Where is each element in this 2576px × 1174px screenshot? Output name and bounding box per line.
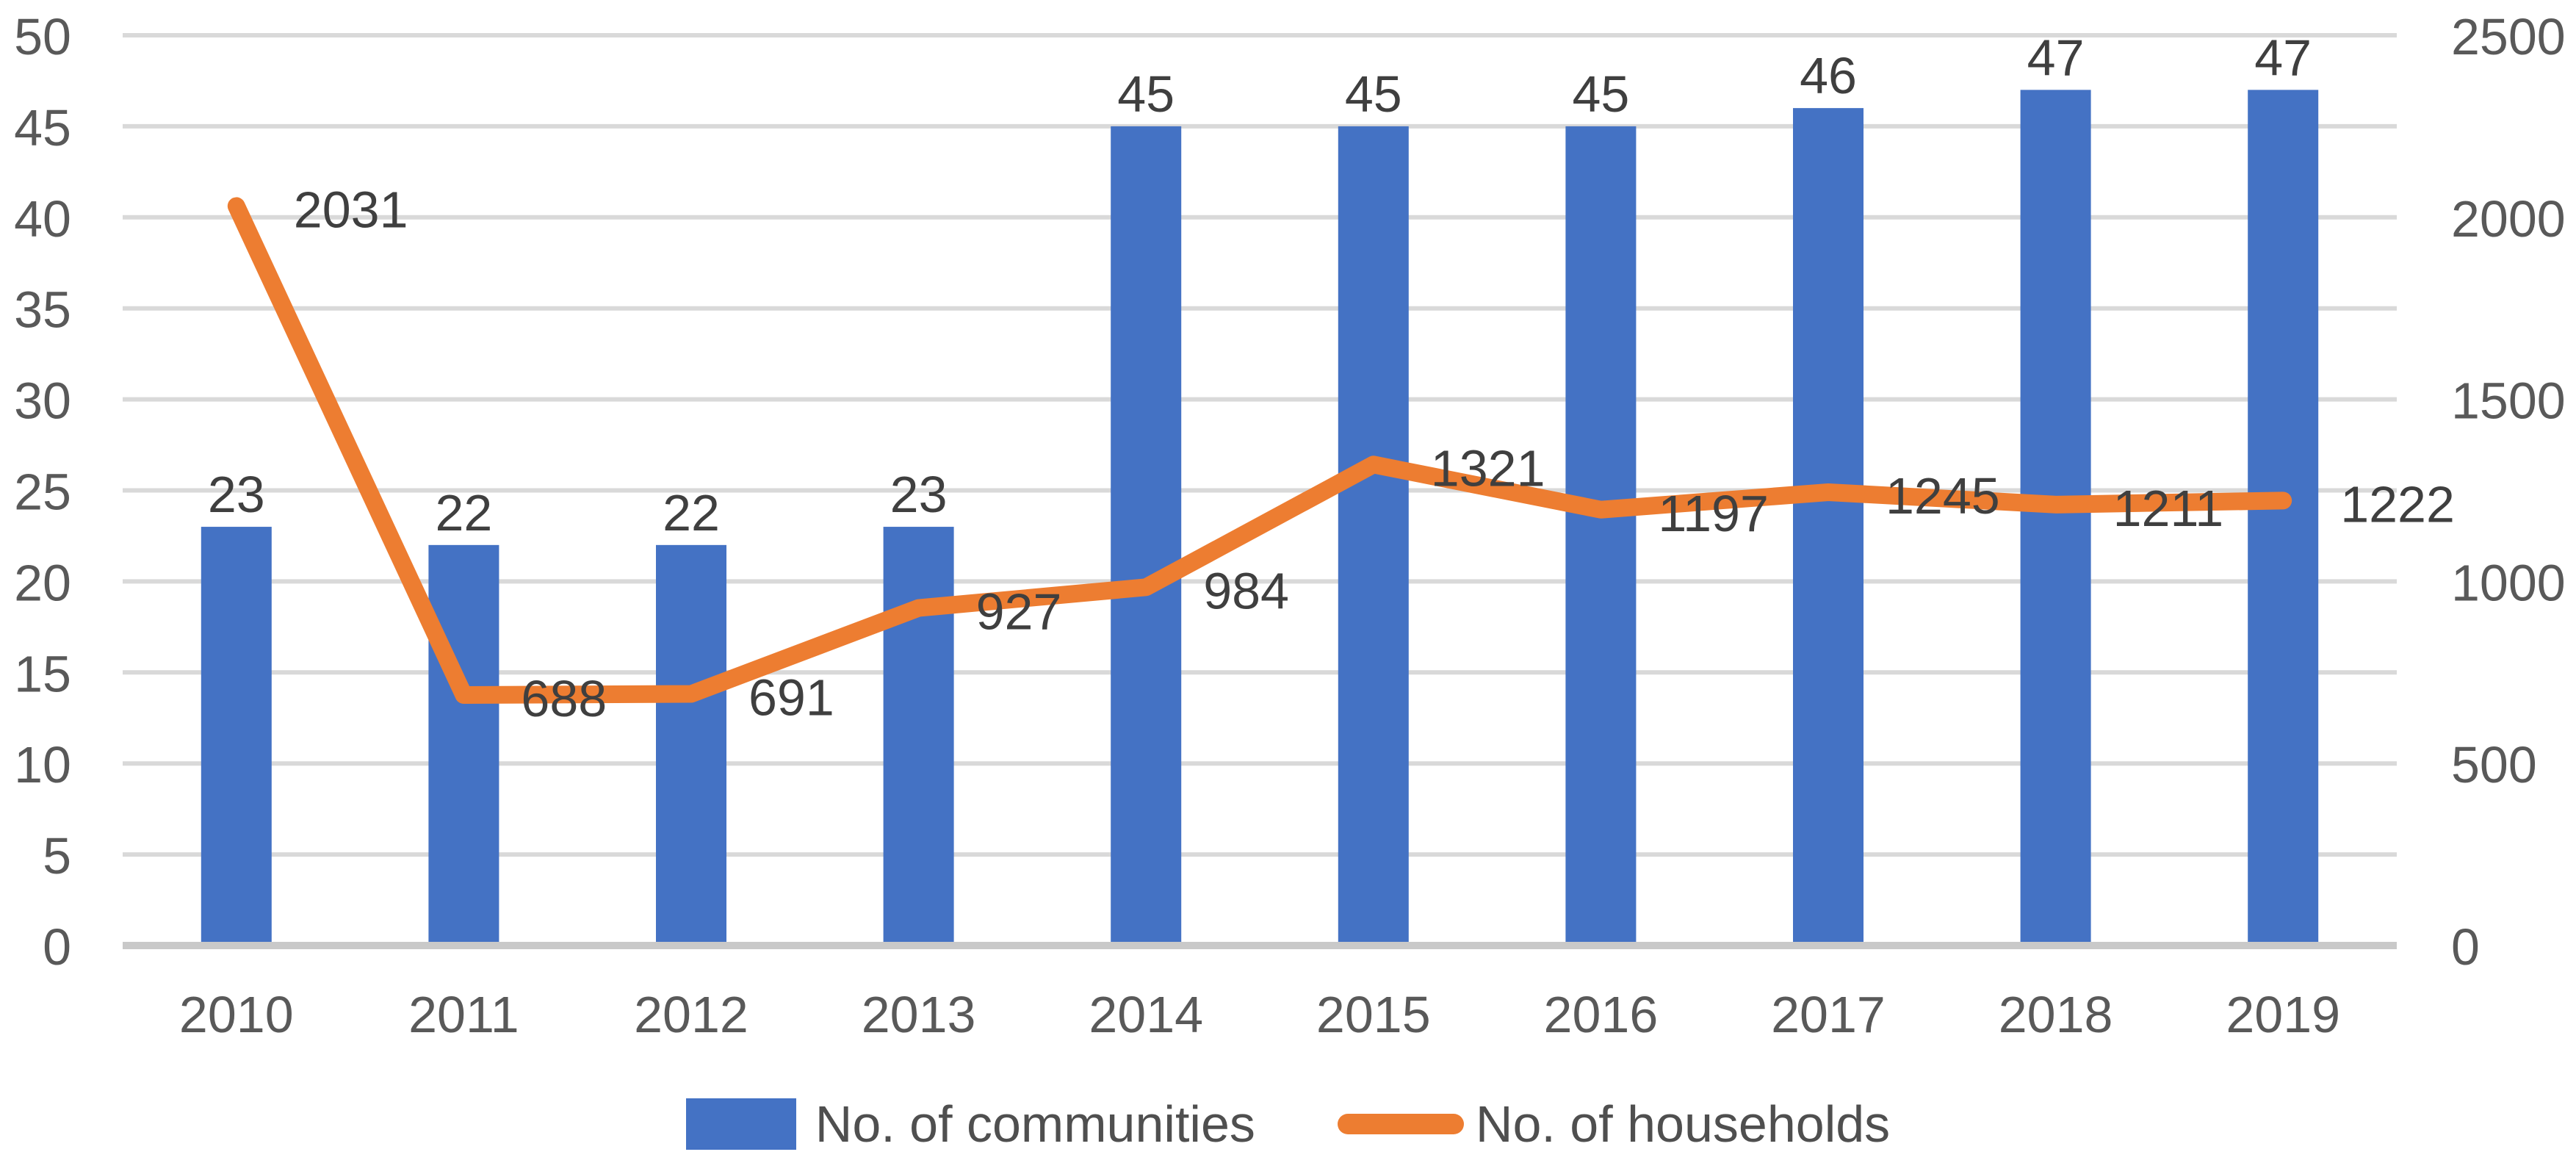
bar-2010 bbox=[201, 527, 272, 946]
households-line bbox=[227, 197, 2292, 705]
line-label-2014: 984 bbox=[1203, 562, 1289, 619]
left-tick-35: 35 bbox=[14, 281, 71, 339]
left-tick-40: 40 bbox=[14, 190, 71, 248]
households-swatch-icon bbox=[1337, 1114, 1464, 1134]
left-tick-0: 0 bbox=[43, 918, 71, 976]
bar-2012 bbox=[656, 544, 726, 946]
bar-label-2014: 45 bbox=[1117, 65, 1175, 123]
bar-2016 bbox=[1565, 126, 1637, 946]
line-label-2015: 1321 bbox=[1431, 439, 1545, 497]
households-legend-label: No. of households bbox=[1475, 1095, 1891, 1153]
right-tick-2500: 2500 bbox=[2451, 8, 2566, 65]
bar-2011 bbox=[428, 544, 499, 946]
left-tick-50: 50 bbox=[14, 8, 71, 65]
left-tick-5: 5 bbox=[43, 827, 71, 885]
right-tick-500: 500 bbox=[2451, 736, 2537, 793]
legend: No. of communities No. of households bbox=[0, 1092, 2576, 1156]
line-label-2017: 1245 bbox=[1886, 467, 2000, 525]
bar-label-2010: 23 bbox=[208, 466, 265, 523]
line-label-2013: 927 bbox=[976, 583, 1062, 641]
year-label-2018: 2018 bbox=[1999, 986, 2113, 1043]
communities-swatch-icon bbox=[685, 1098, 796, 1150]
bar-2017 bbox=[1793, 108, 1864, 946]
bar-label-2011: 22 bbox=[435, 484, 492, 541]
bar-label-2017: 46 bbox=[1800, 47, 1857, 104]
year-label-2013: 2013 bbox=[862, 986, 976, 1043]
left-tick-30: 30 bbox=[14, 372, 71, 430]
line-label-2011: 688 bbox=[521, 670, 607, 727]
bar-2018 bbox=[2020, 90, 2091, 946]
line-label-2018: 1211 bbox=[2113, 480, 2224, 537]
year-label-2010: 2010 bbox=[179, 986, 294, 1043]
bar-2015 bbox=[1338, 126, 1409, 946]
left-tick-10: 10 bbox=[14, 736, 71, 793]
year-label-2014: 2014 bbox=[1089, 986, 1203, 1043]
year-label-2019: 2019 bbox=[2226, 986, 2340, 1043]
year-label-2016: 2016 bbox=[1544, 986, 1659, 1043]
right-tick-1500: 1500 bbox=[2451, 372, 2566, 430]
year-label-2012: 2012 bbox=[634, 986, 748, 1043]
right-tick-1000: 1000 bbox=[2451, 554, 2566, 611]
year-label-2011: 2011 bbox=[408, 986, 519, 1043]
right-tick-0: 0 bbox=[2451, 918, 2480, 976]
communities-legend-label: No. of communities bbox=[815, 1095, 1255, 1153]
bar-2014 bbox=[1111, 126, 1182, 946]
year-label-2017: 2017 bbox=[1771, 986, 1886, 1043]
left-tick-15: 15 bbox=[14, 645, 71, 702]
bar-label-2012: 22 bbox=[663, 484, 720, 541]
left-tick-45: 45 bbox=[14, 99, 71, 156]
line-label-2019: 1222 bbox=[2340, 475, 2455, 533]
line-label-2012: 691 bbox=[748, 669, 834, 727]
line-label-2016: 1197 bbox=[1658, 485, 1769, 542]
bar-label-2016: 45 bbox=[1572, 65, 1629, 123]
left-tick-25: 25 bbox=[14, 464, 71, 521]
right-tick-2000: 2000 bbox=[2451, 190, 2566, 248]
line-label-2010: 2031 bbox=[294, 181, 408, 238]
bar-label-2019: 47 bbox=[2254, 29, 2312, 86]
bar-label-2018: 47 bbox=[2027, 29, 2085, 86]
year-label-2015: 2015 bbox=[1316, 986, 1431, 1043]
bar-label-2015: 45 bbox=[1345, 65, 1402, 123]
bar-2019 bbox=[2248, 90, 2319, 946]
left-tick-20: 20 bbox=[14, 554, 71, 611]
bar-2013 bbox=[883, 527, 954, 946]
bar-label-2013: 23 bbox=[890, 466, 948, 523]
